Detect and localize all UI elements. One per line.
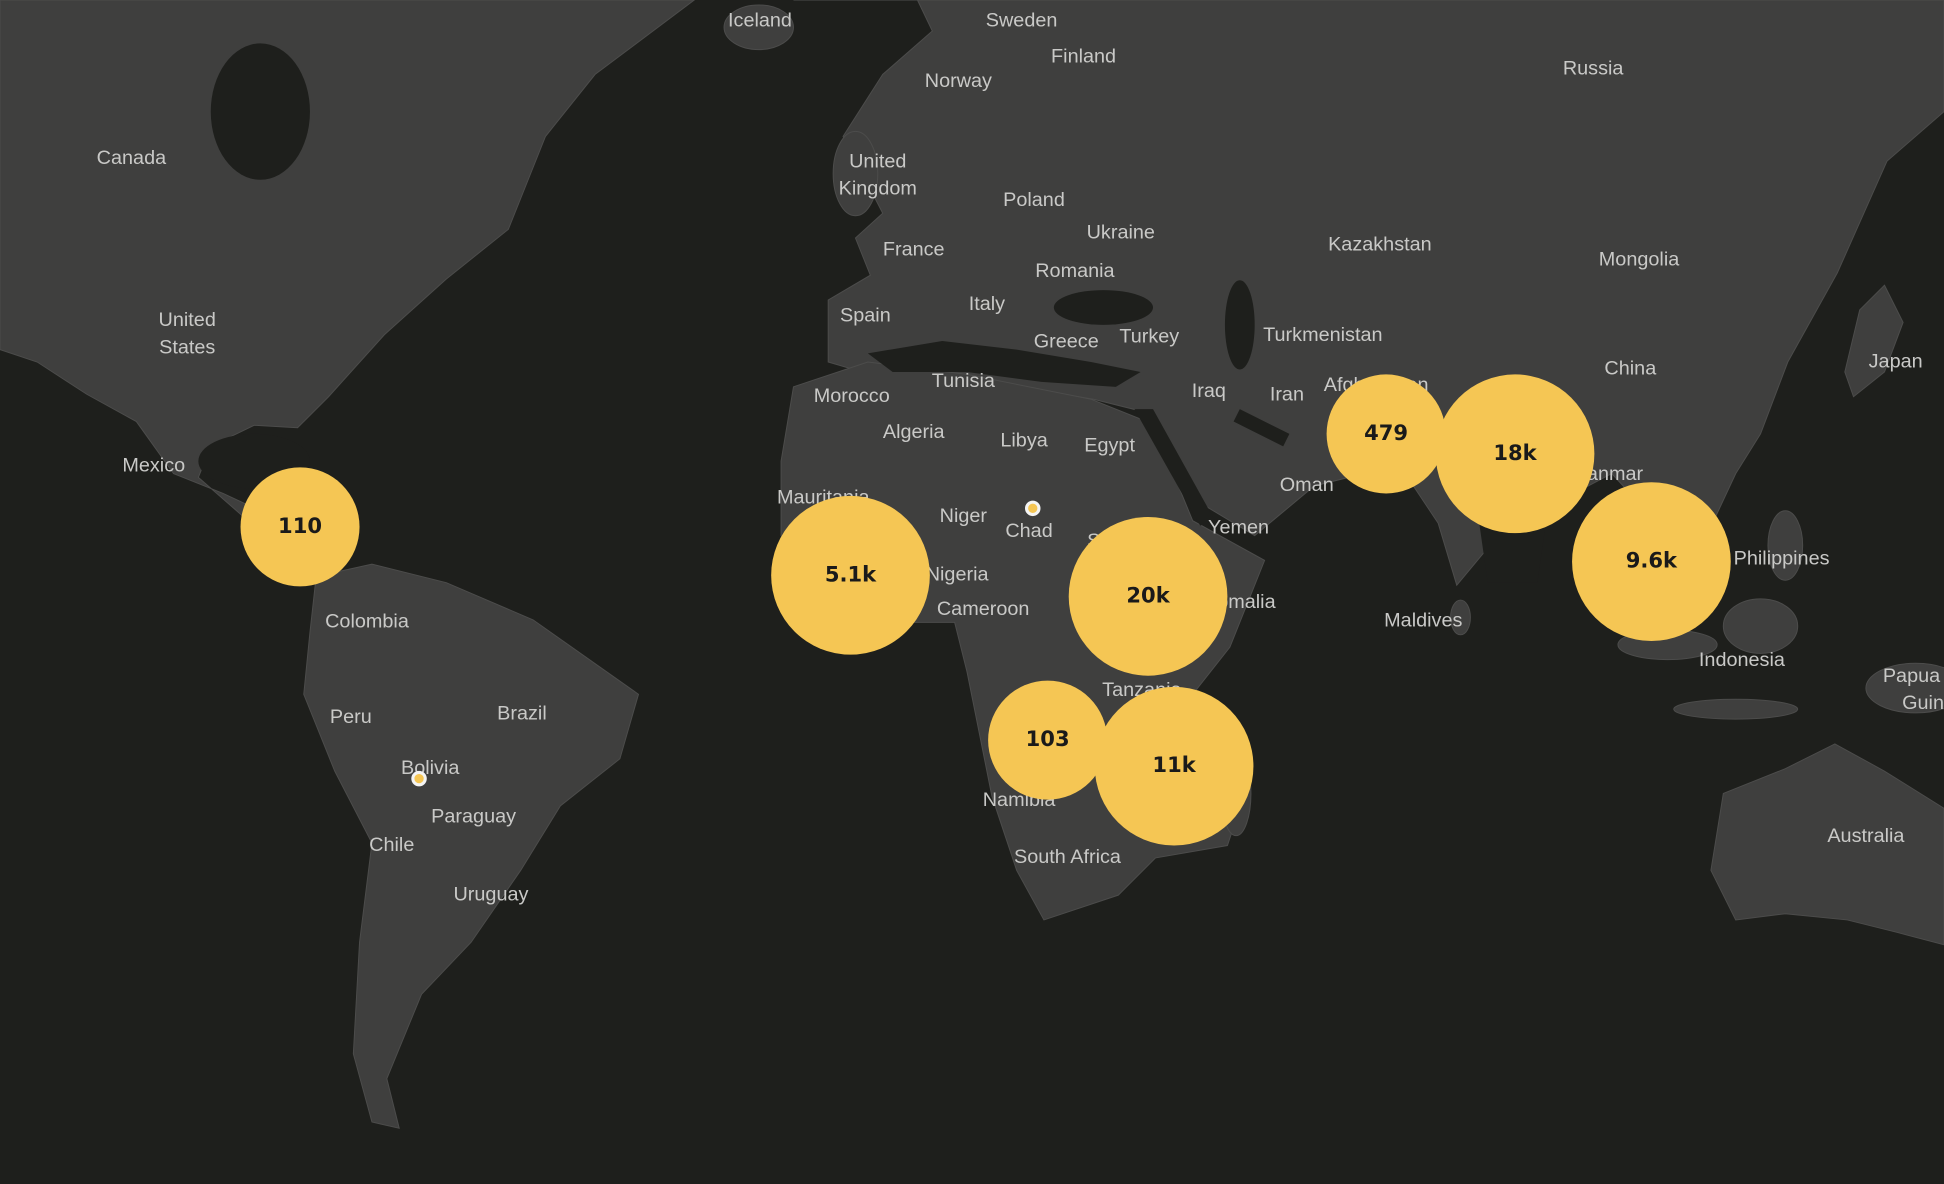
country-label: Cameroon <box>937 598 1030 620</box>
cluster-bubble[interactable] <box>771 495 930 655</box>
cluster[interactable]: 9.6k <box>1572 482 1731 641</box>
country-label: Algeria <box>883 421 946 443</box>
country-label: Mongolia <box>1599 249 1680 271</box>
country-label: Peru <box>330 706 372 728</box>
country-label: Chile <box>369 834 414 856</box>
country-label: Philippines <box>1734 547 1830 569</box>
country-label: Maldives <box>1384 609 1462 631</box>
country-label: Indonesia <box>1699 649 1786 671</box>
cluster[interactable]: 110 <box>240 467 360 587</box>
cluster[interactable]: 20k <box>1068 516 1228 676</box>
sri-lanka-shape <box>1450 599 1471 636</box>
cluster[interactable]: 479 <box>1326 374 1446 494</box>
caspian-sea <box>1224 280 1255 370</box>
new-guinea-shape <box>1865 662 1944 714</box>
country-label: Greece <box>1034 330 1099 352</box>
country-label: Turkmenistan <box>1263 324 1382 346</box>
country-label: Canada <box>97 147 167 169</box>
country-label: Libya <box>1000 430 1048 452</box>
country-label: Iraq <box>1192 380 1226 402</box>
cluster-bubble[interactable] <box>1326 374 1446 494</box>
country-label: United States <box>159 309 216 358</box>
cluster-bubble[interactable] <box>1572 482 1731 641</box>
country-label: Poland <box>1003 189 1065 211</box>
eurasia <box>793 0 1944 587</box>
country-label: Sweden <box>986 9 1058 31</box>
java-shape <box>1673 698 1799 720</box>
country-label: China <box>1604 358 1657 380</box>
country-label: Iceland <box>728 9 792 31</box>
red-sea <box>1134 409 1216 526</box>
country-label: Iran <box>1270 384 1304 406</box>
country-label: Tunisia <box>932 370 996 392</box>
cluster[interactable]: 18k <box>1435 374 1595 534</box>
country-label: Italy <box>969 293 1005 315</box>
markers <box>411 500 1041 787</box>
south-america <box>303 563 640 1129</box>
country-label: Oman <box>1280 474 1334 496</box>
single-marker[interactable] <box>411 770 427 787</box>
country-label: Nigeria <box>926 564 990 586</box>
country-label: Morocco <box>814 385 890 407</box>
country-label: Australia <box>1827 825 1905 847</box>
country-label: South Africa <box>1014 846 1122 868</box>
country-label: Romania <box>1035 260 1115 282</box>
country-label: Brazil <box>497 702 547 724</box>
country-label: Ukraine <box>1087 221 1155 243</box>
country-label: Uruguay <box>453 883 528 905</box>
country-label: Mexico <box>122 454 185 476</box>
cluster-bubble[interactable] <box>1435 374 1595 534</box>
uk-shape <box>832 130 879 217</box>
country-label: France <box>883 239 945 261</box>
country-label: Paraguay <box>431 805 516 827</box>
country-label: Yemen <box>1208 516 1269 538</box>
country-label: Turkey <box>1119 325 1179 347</box>
cluster[interactable]: 5.1k <box>771 495 930 655</box>
cluster[interactable]: 11k <box>1094 686 1254 846</box>
cluster-bubble[interactable] <box>240 467 360 587</box>
north-america <box>0 0 696 584</box>
hudson-bay <box>210 43 310 180</box>
borneo-shape <box>1722 598 1799 654</box>
country-label: Bolivia <box>401 757 460 779</box>
philippines-shape <box>1767 510 1804 581</box>
cluster-bubble[interactable] <box>988 680 1108 800</box>
australia <box>1710 743 1944 946</box>
country-label: Norway <box>925 70 992 92</box>
country-label: Egypt <box>1084 435 1135 457</box>
country-label: Colombia <box>325 611 410 633</box>
japan-shape <box>1844 284 1904 398</box>
cluster-bubble[interactable] <box>1094 686 1254 846</box>
country-label: United Kingdom <box>839 151 917 200</box>
single-marker[interactable] <box>1025 500 1041 517</box>
country-label: Japan <box>1869 350 1923 372</box>
country-label: Niger <box>940 505 988 527</box>
cluster-bubble[interactable] <box>1068 516 1228 676</box>
country-label: Russia <box>1563 58 1625 80</box>
country-label: Papua NewGuinea <box>1883 665 1944 714</box>
black-sea <box>1053 290 1154 325</box>
mediterranean <box>867 340 1141 387</box>
cluster[interactable]: 103 <box>988 680 1108 800</box>
persian-gulf <box>1233 409 1290 447</box>
country-label: Spain <box>840 304 891 326</box>
country-label: Chad <box>1005 520 1052 542</box>
country-label: Kazakhstan <box>1328 234 1432 256</box>
country-label: Finland <box>1051 45 1116 67</box>
iceland-shape <box>723 4 794 51</box>
